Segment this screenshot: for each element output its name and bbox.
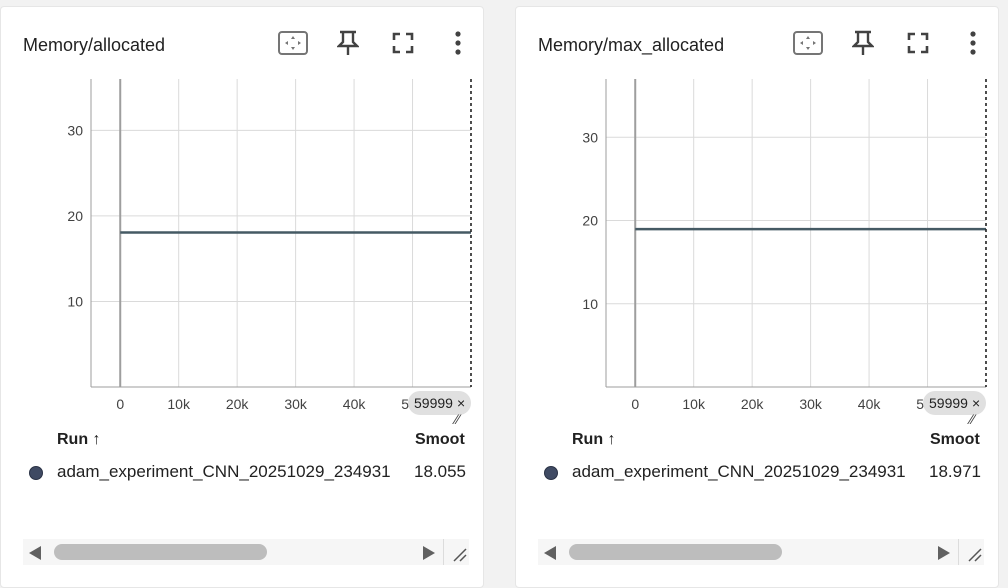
- run-smoothed-value: 18.055: [414, 462, 466, 481]
- x-tick-label: 40k: [343, 396, 367, 412]
- x-tick-label: 40k: [858, 396, 882, 412]
- scrollbar-thumb[interactable]: [569, 544, 782, 560]
- y-tick-label: 10: [582, 296, 598, 312]
- run-column-header[interactable]: Run ↑: [572, 431, 616, 448]
- card-title: Memory/allocated: [23, 35, 166, 55]
- run-color-swatch: [29, 466, 43, 480]
- hover-step-value: 59999: [414, 395, 453, 411]
- y-tick-label: 30: [67, 122, 83, 138]
- hover-step-chip[interactable]: 59999 ×: [923, 391, 987, 415]
- scroll-left-icon[interactable]: [29, 546, 41, 560]
- run-column-header[interactable]: Run ↑: [57, 431, 101, 448]
- scroll-right-icon[interactable]: [423, 546, 435, 560]
- scroll-right-icon[interactable]: [938, 546, 950, 560]
- smoothed-column-header[interactable]: Smoot: [930, 431, 980, 448]
- scroll-corner: [443, 539, 470, 565]
- x-tick-label: 30k: [799, 396, 823, 412]
- hover-step-chip[interactable]: 59999 ×: [408, 391, 472, 415]
- fullscreen-icon[interactable]: [900, 25, 936, 61]
- y-tick-label: 10: [67, 293, 83, 309]
- fullscreen-icon[interactable]: [385, 25, 421, 61]
- x-tick-label: 0: [631, 396, 639, 412]
- run-color-swatch: [544, 466, 558, 480]
- smoothed-column-header[interactable]: Smoot: [415, 431, 465, 448]
- chart-svg[interactable]: 010k20k30k40k50k102030: [1, 67, 483, 427]
- run-smoothed-value: 18.971: [929, 462, 981, 481]
- scrollbar-thumb[interactable]: [54, 544, 267, 560]
- run-name: adam_experiment_CNN_20251029_234931: [572, 462, 906, 481]
- horizontal-scrollbar[interactable]: [23, 539, 469, 565]
- x-tick-label: 0: [116, 396, 124, 412]
- resize-handle-icon[interactable]: ⁄⁄: [970, 411, 975, 427]
- chart-svg[interactable]: 010k20k30k40k50k102030: [516, 67, 998, 427]
- scroll-corner: [958, 539, 985, 565]
- x-tick-label: 30k: [284, 396, 308, 412]
- line-chart[interactable]: 010k20k30k40k50k102030: [1, 67, 483, 427]
- pin-icon[interactable]: [845, 25, 881, 61]
- resize-handle-icon[interactable]: ⁄⁄: [455, 411, 460, 427]
- x-tick-label: 10k: [682, 396, 706, 412]
- card-title: Memory/max_allocated: [538, 35, 725, 55]
- close-icon[interactable]: ×: [456, 395, 466, 411]
- horizontal-scrollbar[interactable]: [538, 539, 984, 565]
- x-tick-label: 10k: [167, 396, 191, 412]
- fit-domain-icon[interactable]: [790, 25, 826, 61]
- close-icon[interactable]: ×: [971, 395, 981, 411]
- fit-domain-icon[interactable]: [275, 25, 311, 61]
- x-tick-label: 20k: [226, 396, 250, 412]
- scalar-card-memory-allocated: Memory/allocated 010k20k30k40k50k102030 …: [0, 6, 484, 588]
- y-tick-label: 20: [582, 213, 598, 229]
- y-tick-label: 30: [582, 129, 598, 145]
- x-tick-label: 20k: [741, 396, 765, 412]
- scroll-left-icon[interactable]: [544, 546, 556, 560]
- more-vert-icon[interactable]: [440, 25, 476, 61]
- line-chart[interactable]: 010k20k30k40k50k102030: [516, 67, 998, 427]
- pin-icon[interactable]: [330, 25, 366, 61]
- run-name: adam_experiment_CNN_20251029_234931: [57, 462, 391, 481]
- y-tick-label: 20: [67, 208, 83, 224]
- scalar-card-memory-max-allocated: Memory/max_allocated 010k20k30k40k50k102…: [515, 6, 999, 588]
- more-vert-icon[interactable]: [955, 25, 991, 61]
- hover-step-value: 59999: [929, 395, 968, 411]
